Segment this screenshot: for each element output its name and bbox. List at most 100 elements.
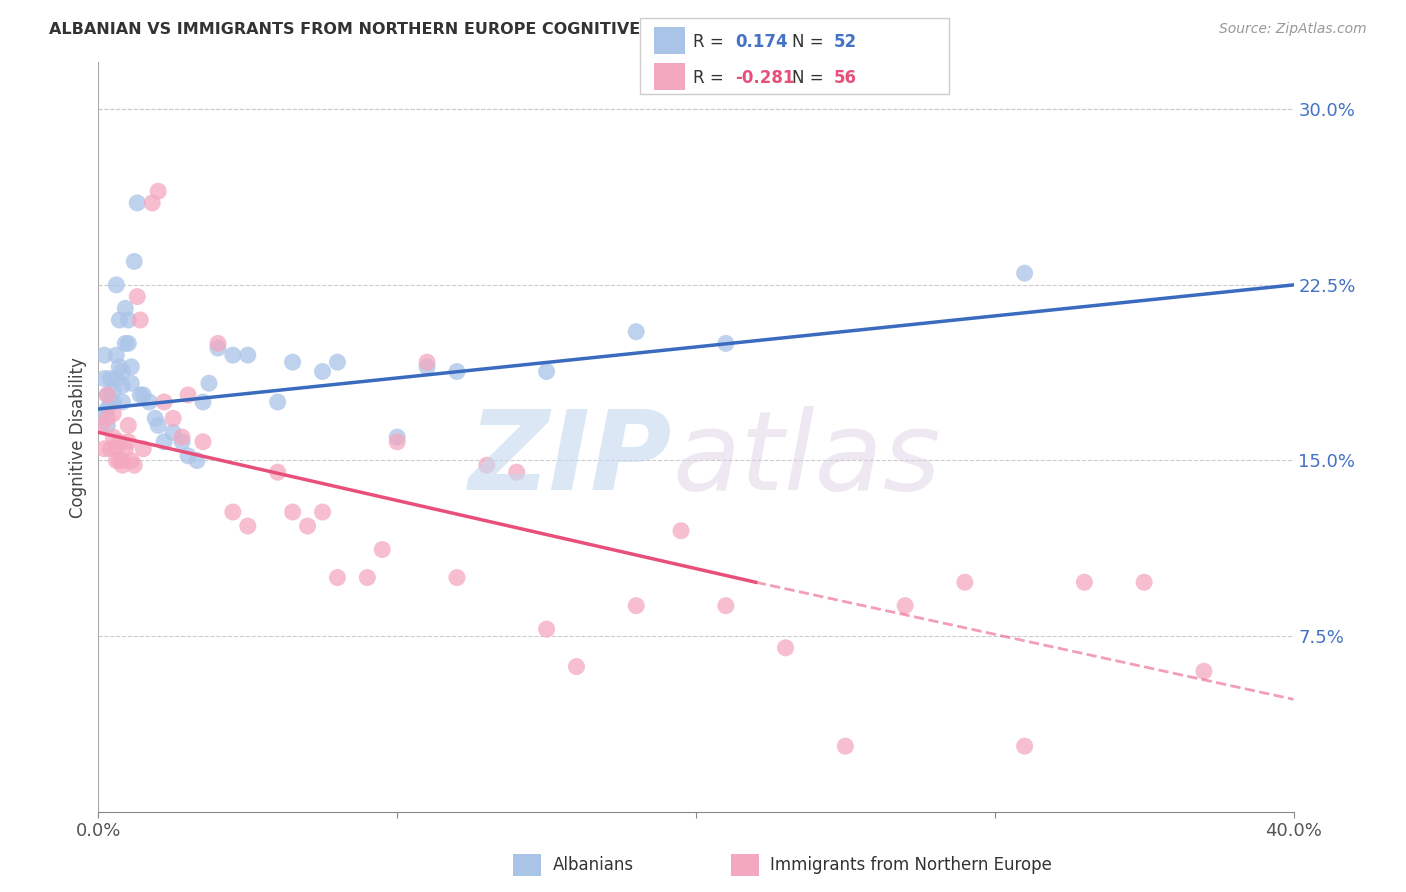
Point [236, 519, 259, 533]
Point [148, 418, 170, 433]
Point [111, 453, 134, 467]
Point [114, 301, 136, 316]
Point [1133, 575, 1156, 590]
Point [138, 395, 160, 409]
Point [172, 434, 194, 449]
Point [894, 599, 917, 613]
Point [117, 336, 139, 351]
Point [834, 739, 856, 753]
Point [222, 505, 245, 519]
Point [281, 505, 304, 519]
Point [207, 336, 229, 351]
Text: ZIP: ZIP [468, 406, 672, 513]
Point [536, 622, 558, 636]
Point [111, 364, 134, 378]
Point [120, 376, 142, 391]
Point [385, 434, 409, 449]
Point [129, 313, 152, 327]
Point [105, 442, 128, 456]
Point [162, 425, 184, 440]
Point [129, 388, 152, 402]
Point [96, 411, 118, 425]
Point [132, 442, 155, 456]
Text: R =: R = [693, 33, 724, 51]
Point [114, 336, 136, 351]
Point [311, 505, 333, 519]
Point [103, 430, 125, 444]
Text: N =: N = [792, 70, 823, 87]
Point [132, 388, 155, 402]
Point [96, 388, 118, 402]
Point [103, 407, 125, 421]
Point [114, 442, 136, 456]
Text: Immigrants from Northern Europe: Immigrants from Northern Europe [770, 856, 1052, 874]
Point [96, 401, 118, 416]
Point [108, 313, 131, 327]
Point [96, 388, 118, 402]
Point [222, 348, 245, 362]
Point [124, 254, 146, 268]
Point [416, 355, 439, 369]
Point [141, 195, 163, 210]
Point [177, 449, 200, 463]
Point [446, 364, 468, 378]
Point [172, 430, 194, 444]
Text: -0.281: -0.281 [735, 70, 794, 87]
Point [127, 289, 149, 303]
Point [1014, 739, 1036, 753]
Point [267, 465, 290, 479]
Point [120, 359, 142, 374]
Point [93, 371, 115, 385]
Point [105, 348, 128, 362]
Point [1014, 266, 1036, 280]
Point [536, 364, 558, 378]
Text: 0.174: 0.174 [735, 33, 787, 51]
Point [714, 599, 737, 613]
Point [111, 378, 134, 392]
Point [103, 395, 125, 409]
Point [281, 355, 304, 369]
Point [186, 453, 208, 467]
Point [96, 418, 118, 433]
Point [385, 430, 409, 444]
Point [153, 395, 176, 409]
Point [117, 418, 139, 433]
Point [953, 575, 976, 590]
Point [191, 434, 214, 449]
Point [371, 542, 394, 557]
Point [111, 395, 134, 409]
Point [93, 442, 115, 456]
Point [236, 348, 259, 362]
Point [124, 458, 146, 473]
Point [120, 453, 142, 467]
Text: R =: R = [693, 70, 724, 87]
Text: N =: N = [792, 33, 823, 51]
Point [105, 277, 128, 292]
Point [714, 336, 737, 351]
Point [177, 388, 200, 402]
Point [326, 571, 349, 585]
Point [98, 395, 122, 409]
Point [117, 434, 139, 449]
Point [103, 384, 125, 398]
Point [565, 659, 588, 673]
Point [506, 465, 529, 479]
Point [90, 418, 112, 433]
Point [198, 376, 221, 391]
Point [416, 359, 439, 374]
Point [117, 313, 139, 327]
Point [148, 184, 170, 198]
Point [108, 359, 131, 374]
Text: Albanians: Albanians [553, 856, 634, 874]
Point [775, 640, 797, 655]
Point [105, 371, 128, 385]
Point [475, 458, 498, 473]
Point [267, 395, 290, 409]
Point [162, 411, 184, 425]
Point [1192, 664, 1215, 679]
Text: atlas: atlas [672, 406, 941, 513]
Point [326, 355, 349, 369]
Text: 56: 56 [834, 70, 856, 87]
Point [90, 407, 112, 421]
Y-axis label: Cognitive Disability: Cognitive Disability [69, 357, 87, 517]
